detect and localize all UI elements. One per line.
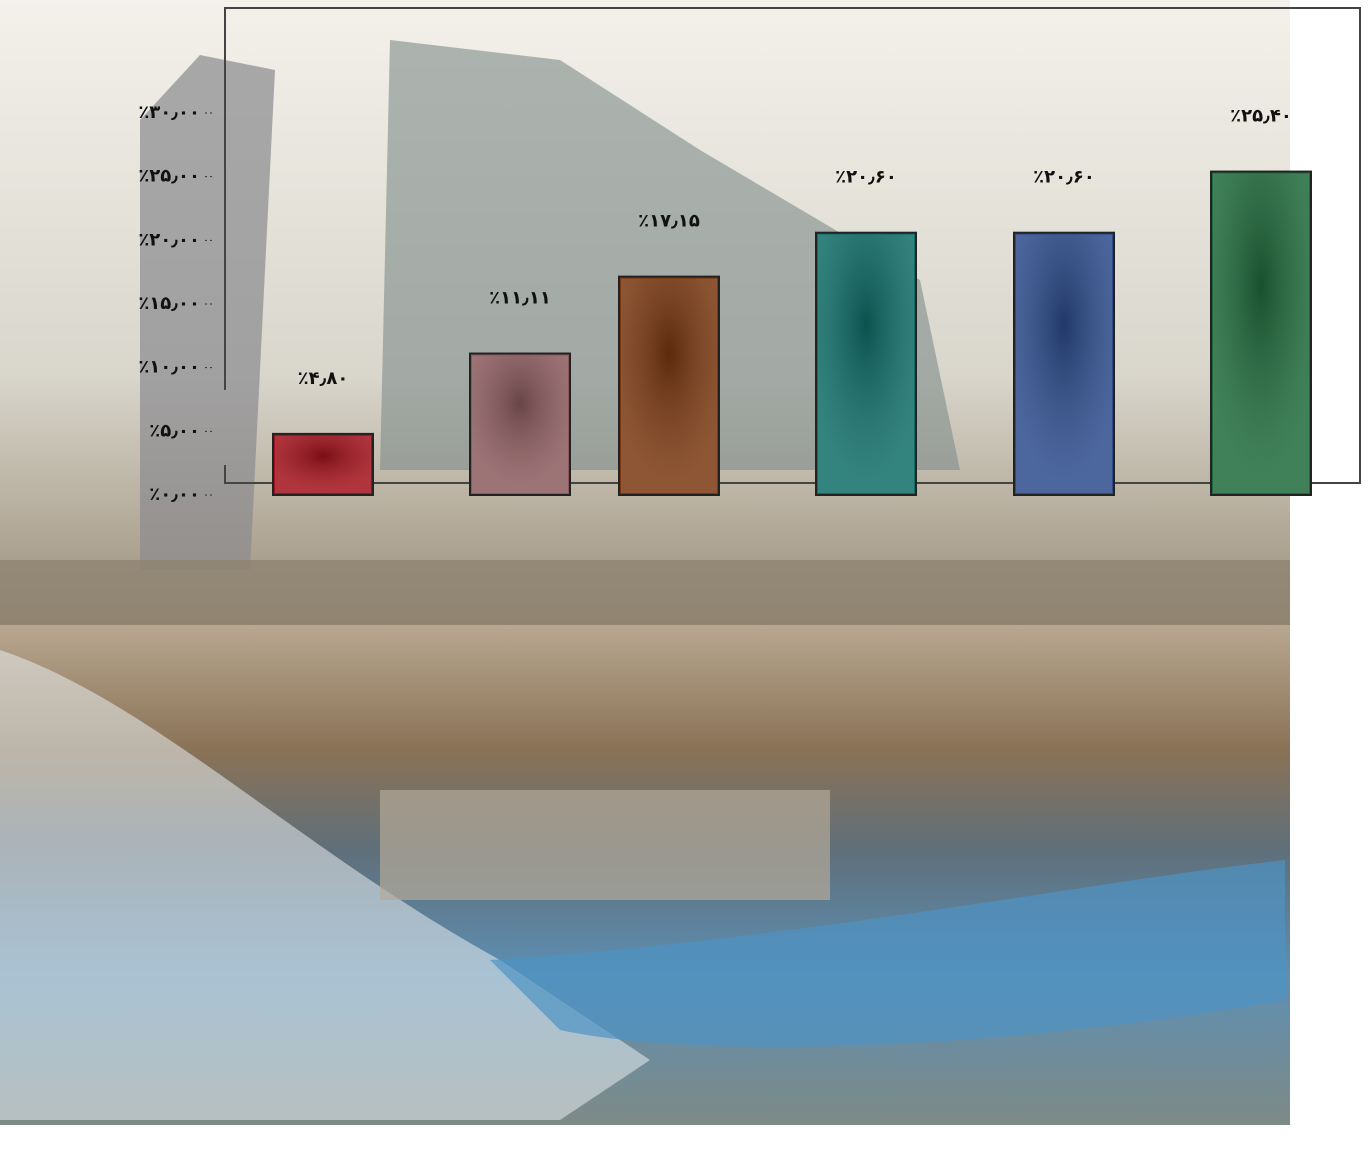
y-tick-label: ٪۰٫۰۰ (149, 484, 200, 505)
lake (490, 860, 1285, 1047)
value-label: ٪۱۷٫۱۵ (638, 211, 700, 232)
bar-shine (1016, 234, 1112, 493)
dam-wall (380, 790, 830, 900)
y-tick-label: ٪۳۰٫۰۰ (138, 102, 200, 123)
ground (0, 560, 1290, 625)
mist (0, 650, 650, 1120)
y-tick-label: ٪۲۰٫۰۰ (138, 229, 200, 250)
y-tick-label: ٪۱۰٫۰۰ (138, 357, 200, 378)
value-label: ٪۴٫۸۰ (298, 368, 349, 389)
bar-shine (818, 234, 914, 493)
bar-shine (1213, 173, 1309, 493)
value-label: ٪۲۰٫۶۰ (1033, 167, 1095, 188)
tower (140, 55, 275, 570)
plot-frame (224, 7, 1361, 484)
bar-shine (621, 278, 717, 493)
bar-shine (472, 355, 568, 493)
bar-shine (275, 435, 371, 493)
value-label: ٪۲۰٫۶۰ (835, 167, 897, 188)
y-tick-label: ٪۵٫۰۰ (149, 420, 200, 441)
y-tick-label: ٪۲۵٫۰۰ (138, 166, 200, 187)
value-label: ٪۱۱٫۱۱ (489, 288, 551, 309)
value-label: ٪۲۵٫۴۰ (1230, 106, 1292, 127)
y-tick-label: ٪۱۵٫۰۰ (138, 293, 200, 314)
